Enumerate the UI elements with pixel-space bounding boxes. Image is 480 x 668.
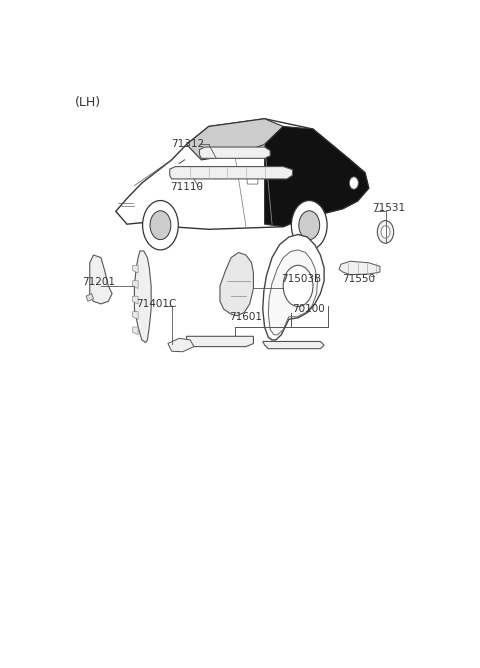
Text: 70100: 70100 xyxy=(292,303,325,313)
Circle shape xyxy=(377,220,394,243)
Text: 71110: 71110 xyxy=(170,182,203,192)
PathPatch shape xyxy=(220,253,253,316)
PathPatch shape xyxy=(116,119,369,229)
PathPatch shape xyxy=(90,255,112,304)
PathPatch shape xyxy=(186,336,253,347)
Text: 71312: 71312 xyxy=(172,140,205,150)
PathPatch shape xyxy=(132,281,138,289)
PathPatch shape xyxy=(170,166,292,179)
PathPatch shape xyxy=(186,119,283,160)
PathPatch shape xyxy=(263,234,324,340)
Text: 71531: 71531 xyxy=(372,202,406,212)
Text: (LH): (LH) xyxy=(75,96,101,109)
Circle shape xyxy=(143,200,178,250)
PathPatch shape xyxy=(86,294,94,301)
Text: 71401C: 71401C xyxy=(136,299,177,309)
Circle shape xyxy=(283,265,313,307)
PathPatch shape xyxy=(264,126,369,226)
PathPatch shape xyxy=(132,311,138,319)
Text: 71503B: 71503B xyxy=(281,274,322,284)
Circle shape xyxy=(299,211,320,240)
Circle shape xyxy=(291,200,327,250)
Circle shape xyxy=(349,177,359,189)
FancyBboxPatch shape xyxy=(247,178,258,184)
Circle shape xyxy=(381,226,390,238)
Text: 71201: 71201 xyxy=(83,277,115,287)
PathPatch shape xyxy=(339,261,380,275)
PathPatch shape xyxy=(168,339,194,352)
Text: 71601: 71601 xyxy=(229,312,262,322)
PathPatch shape xyxy=(200,147,270,158)
PathPatch shape xyxy=(132,327,138,335)
PathPatch shape xyxy=(134,251,151,343)
PathPatch shape xyxy=(132,265,138,273)
PathPatch shape xyxy=(132,296,138,304)
PathPatch shape xyxy=(263,341,324,349)
Circle shape xyxy=(150,211,171,240)
PathPatch shape xyxy=(268,250,317,335)
Text: 71550: 71550 xyxy=(342,274,375,284)
